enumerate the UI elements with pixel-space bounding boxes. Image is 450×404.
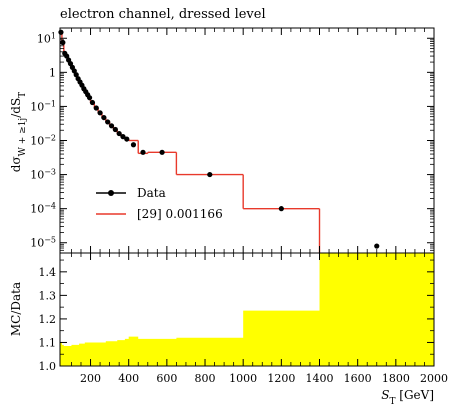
data-point (159, 149, 165, 155)
main-data-points (58, 29, 380, 249)
x-tick-label: 2000 (420, 372, 448, 385)
ratio-y-tick-label: 1.3 (39, 289, 57, 302)
x-tick-label: 1400 (306, 372, 334, 385)
main-frame (59, 27, 435, 254)
ratio-frame (59, 252, 435, 367)
data-point (64, 53, 70, 59)
data-point (112, 126, 118, 133)
data-point (101, 114, 107, 121)
data-point (89, 99, 96, 106)
x-axis-label: ST [GeV] (381, 388, 434, 404)
ratio-band (60, 253, 434, 366)
ratio-uncertainty-band (60, 253, 434, 366)
legend-item-mc: [29] 0.001166 (96, 207, 223, 221)
x-tick-label: 1800 (382, 372, 410, 385)
chart-title: electron channel, dressed level (60, 7, 266, 22)
data-point (97, 110, 103, 116)
x-tick-label: 1200 (267, 372, 295, 385)
legend-data-label: Data (137, 186, 166, 200)
legend: Data [29] 0.001166 (96, 186, 223, 221)
data-point (140, 149, 146, 155)
ratio-y-tick-label: 1.0 (39, 360, 57, 373)
x-tick-label: 1000 (229, 372, 257, 385)
data-point (207, 171, 213, 178)
data-point (116, 130, 122, 137)
ratio-y-tick-label: 1.4 (39, 266, 57, 279)
data-point (58, 29, 64, 35)
data-point (73, 72, 79, 78)
main-y-tick-label: 10−4 (30, 201, 56, 216)
data-point (278, 206, 284, 212)
x-tick-label: 200 (80, 372, 101, 385)
data-point (105, 119, 111, 125)
data-point (86, 95, 93, 101)
main-y-axis-label: dσW + ≥1j/dST (9, 92, 28, 172)
data-point (124, 136, 130, 142)
main-panel: 10−5 10−4 10−3 10−2 10−1 1 101 dσW + ≥1j/dST D… (9, 27, 435, 254)
data-point (374, 243, 380, 249)
legend-item-data: Data (96, 186, 166, 200)
main-y-tick-label: 10−3 (30, 167, 56, 182)
data-point (108, 123, 115, 129)
main-y-tick-label: 101 (37, 31, 56, 46)
main-y-tick-label: 10−2 (30, 133, 56, 148)
data-point (93, 105, 99, 111)
data-point (130, 142, 137, 148)
ratio-y-axis-label: MC/Data (9, 282, 23, 336)
main-y-tick-label: 10−5 (30, 235, 56, 250)
main-y-tick-label: 10−1 (30, 99, 56, 114)
main-x-ticks (71, 28, 435, 253)
ratio-panel: 1.0 1.1 1.2 1.3 1.4 200 400 600 800 1000 1200 1400… (9, 252, 448, 404)
legend-mc-label: [29] 0.001166 (137, 207, 223, 221)
data-point (120, 134, 126, 140)
ratio-y-ticks: 1.0 1.1 1.2 1.3 1.4 (39, 259, 434, 373)
ratio-x-ticks: 200 400 600 800 1000 1200 1400 1600 1800 2000 (71, 253, 448, 385)
main-y-ticks: 10−5 10−4 10−3 10−2 10−1 1 101 (30, 27, 434, 251)
x-tick-label: 600 (156, 372, 177, 385)
ratio-y-tick-label: 1.2 (39, 313, 57, 326)
x-tick-label: 1600 (344, 372, 372, 385)
x-tick-label: 800 (195, 372, 216, 385)
legend-data-marker (108, 190, 114, 196)
data-point (60, 39, 66, 46)
x-tick-label: 400 (118, 372, 139, 385)
ratio-y-tick-label: 1.1 (39, 336, 57, 349)
main-y-tick-label: 1 (49, 66, 56, 79)
